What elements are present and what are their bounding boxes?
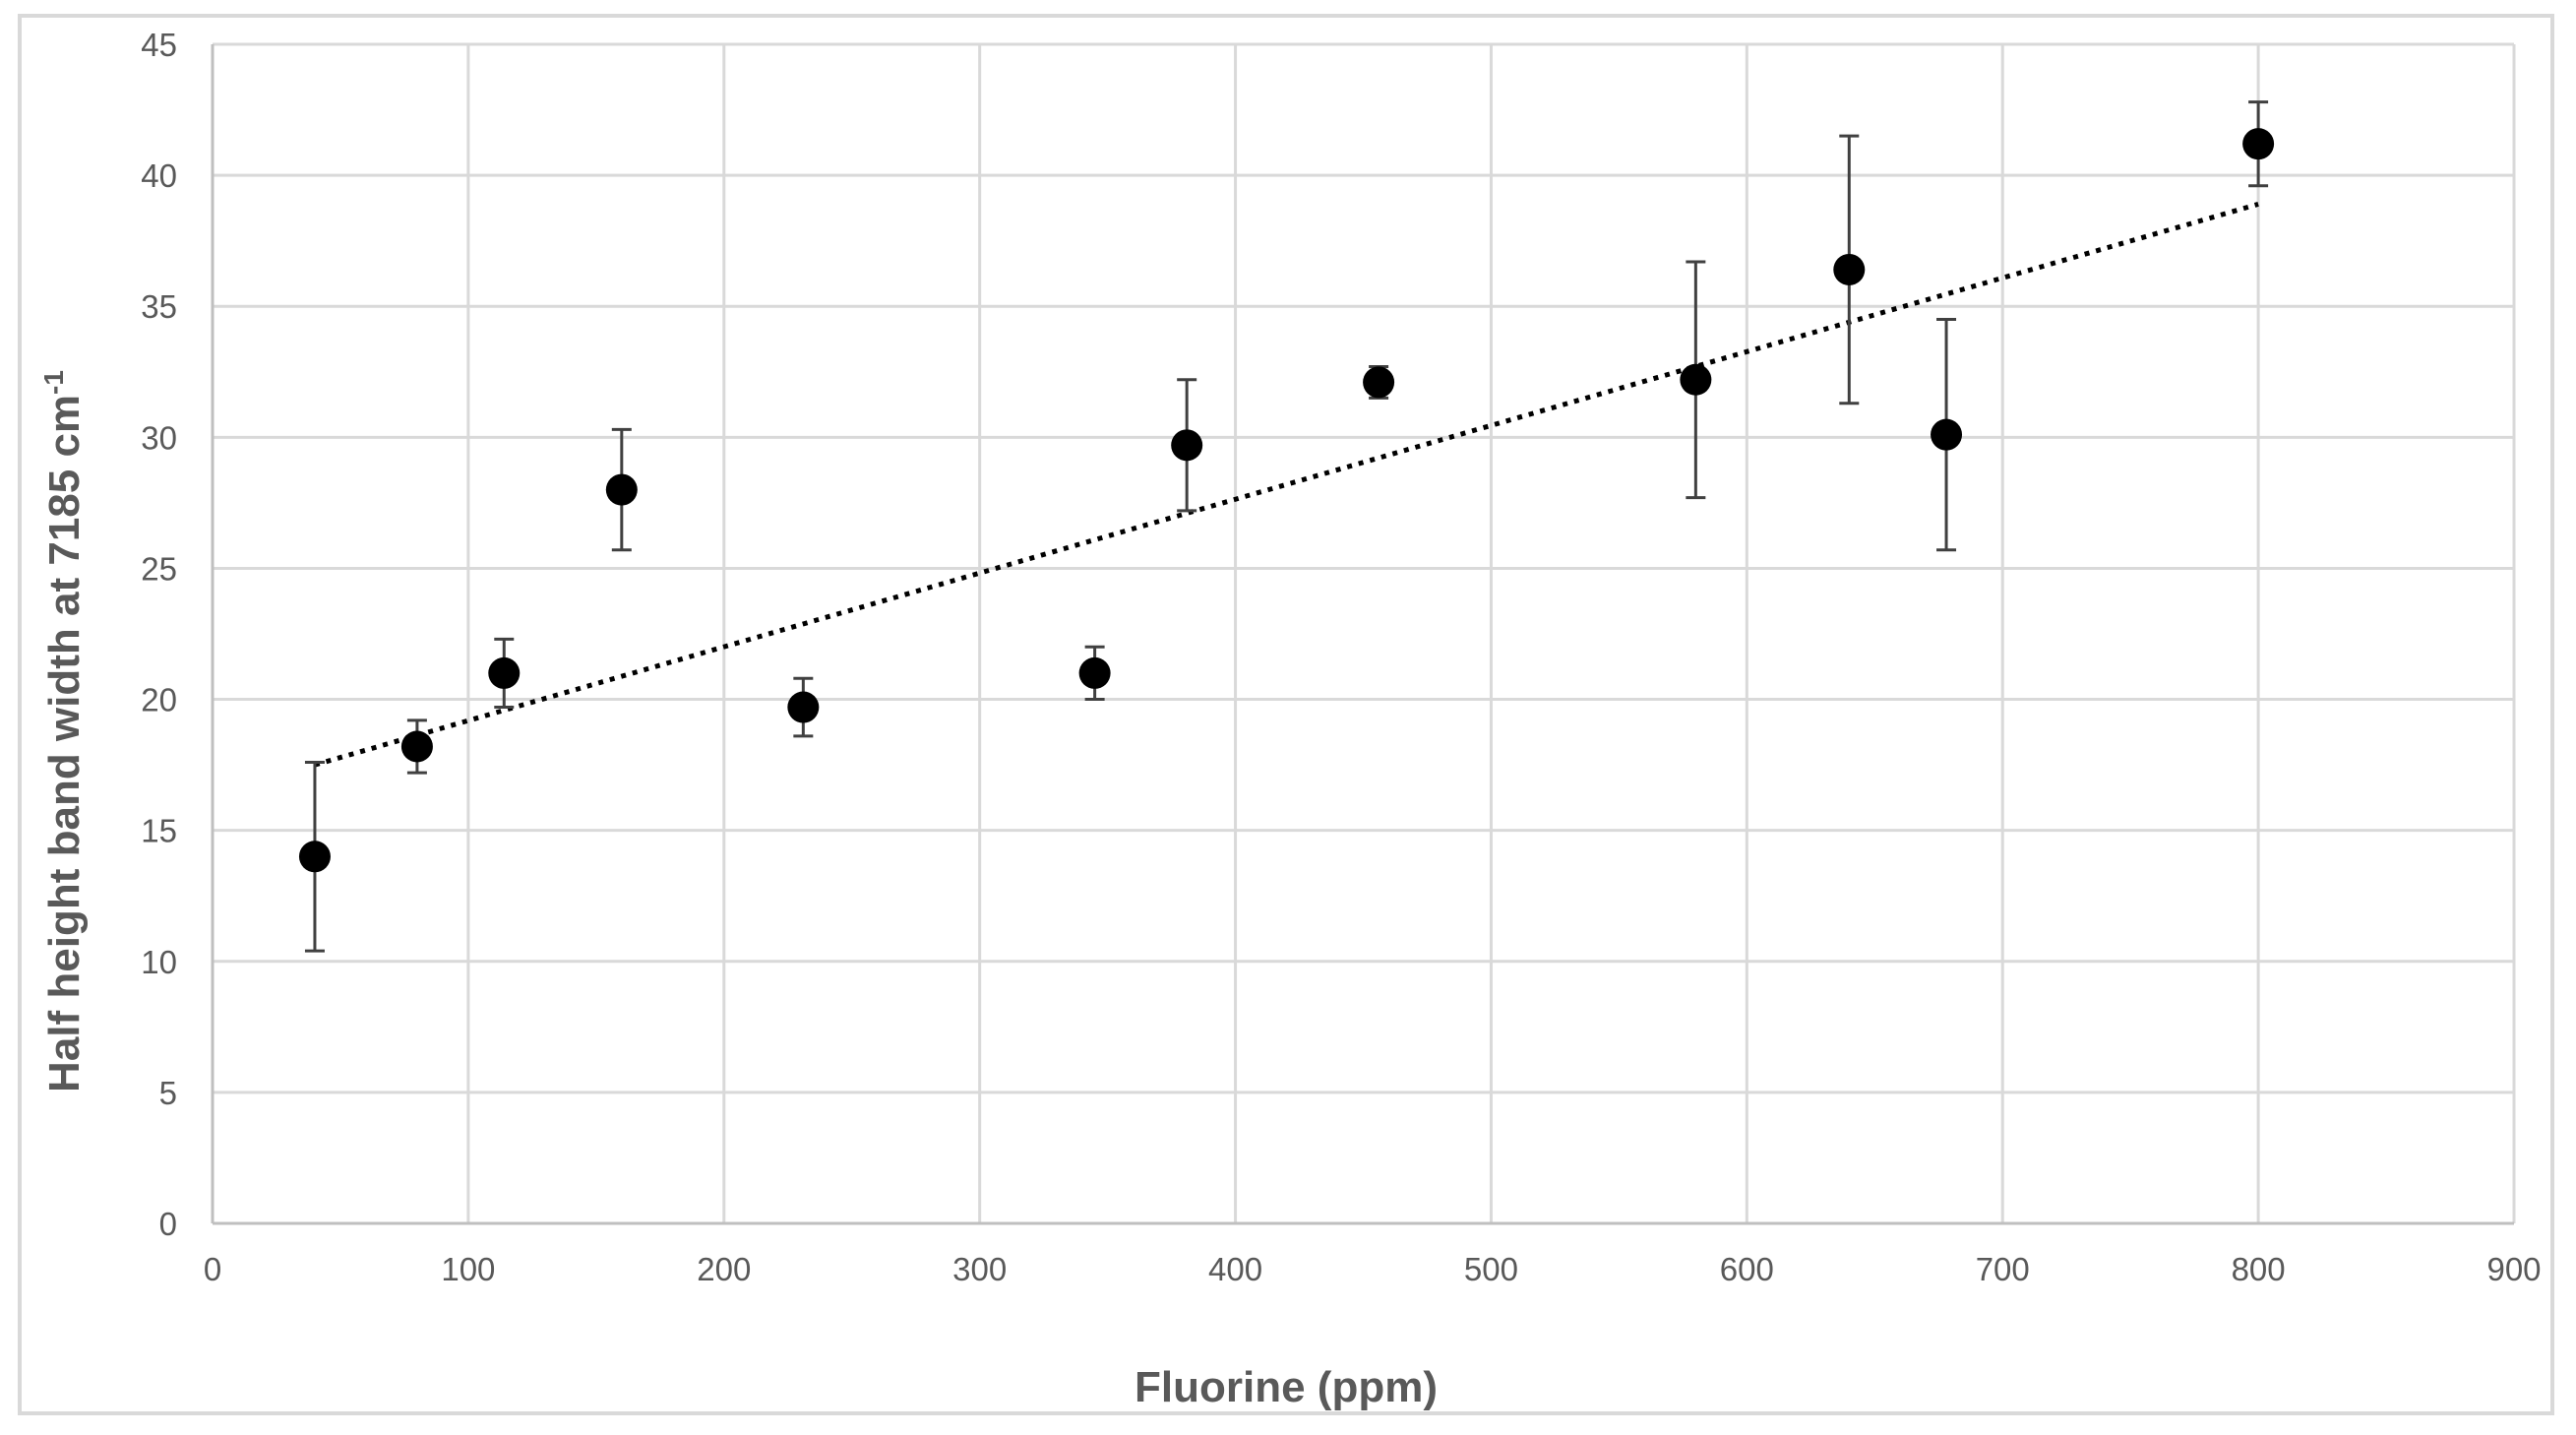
x-tick-label: 800 [2232, 1251, 2286, 1287]
data-point [488, 656, 521, 689]
data-point [2242, 128, 2275, 160]
data-point [1078, 656, 1111, 689]
y-tick-label: 20 [141, 682, 177, 718]
data-point [1363, 366, 1395, 399]
data-point [298, 841, 331, 873]
data-points [298, 100, 2275, 953]
trendline-layer [314, 201, 2259, 768]
x-tick-label: 900 [2486, 1251, 2541, 1287]
trendline [314, 201, 2259, 768]
y-tick-label: 45 [141, 27, 177, 63]
y-tick-label: 5 [159, 1075, 177, 1111]
y-tick-label: 30 [141, 419, 177, 456]
tick-labels: 0 100 200 300 400 500 600 700 800 900 0 5 10 15 20 25 30… [141, 27, 2541, 1287]
y-tick-label: 25 [141, 550, 177, 587]
y-axis-title-superscript: -1 [38, 370, 69, 395]
data-point [1833, 253, 1866, 285]
gridlines [213, 42, 2516, 1223]
chart-frame [18, 14, 2554, 1415]
data-point [787, 691, 820, 723]
y-tick-label: 15 [141, 813, 177, 849]
x-tick-label: 200 [697, 1251, 751, 1287]
data-point [1171, 429, 1203, 462]
data-point [605, 473, 638, 506]
y-tick-label: 40 [141, 157, 177, 194]
y-axis-title-main: Half height band width at 7185 cm [40, 395, 89, 1092]
x-axis-title: Fluorine (ppm) [1135, 1363, 1438, 1411]
x-tick-label: 300 [952, 1251, 1007, 1287]
x-tick-label: 400 [1208, 1251, 1262, 1287]
axes [211, 44, 2514, 1225]
x-tick-label: 100 [441, 1251, 495, 1287]
y-tick-label: 0 [159, 1206, 177, 1242]
x-tick-label: 700 [1976, 1251, 2030, 1287]
data-point [1931, 418, 1963, 451]
x-tick-label: 0 [204, 1251, 221, 1287]
y-axis-title: Half height band width at 7185 cm-1 [38, 370, 89, 1092]
x-tick-label: 500 [1464, 1251, 1518, 1287]
y-tick-label: 10 [141, 944, 177, 980]
y-tick-label: 35 [141, 288, 177, 325]
data-point [400, 730, 433, 763]
x-tick-label: 600 [1720, 1251, 1774, 1287]
data-point [1680, 363, 1712, 396]
